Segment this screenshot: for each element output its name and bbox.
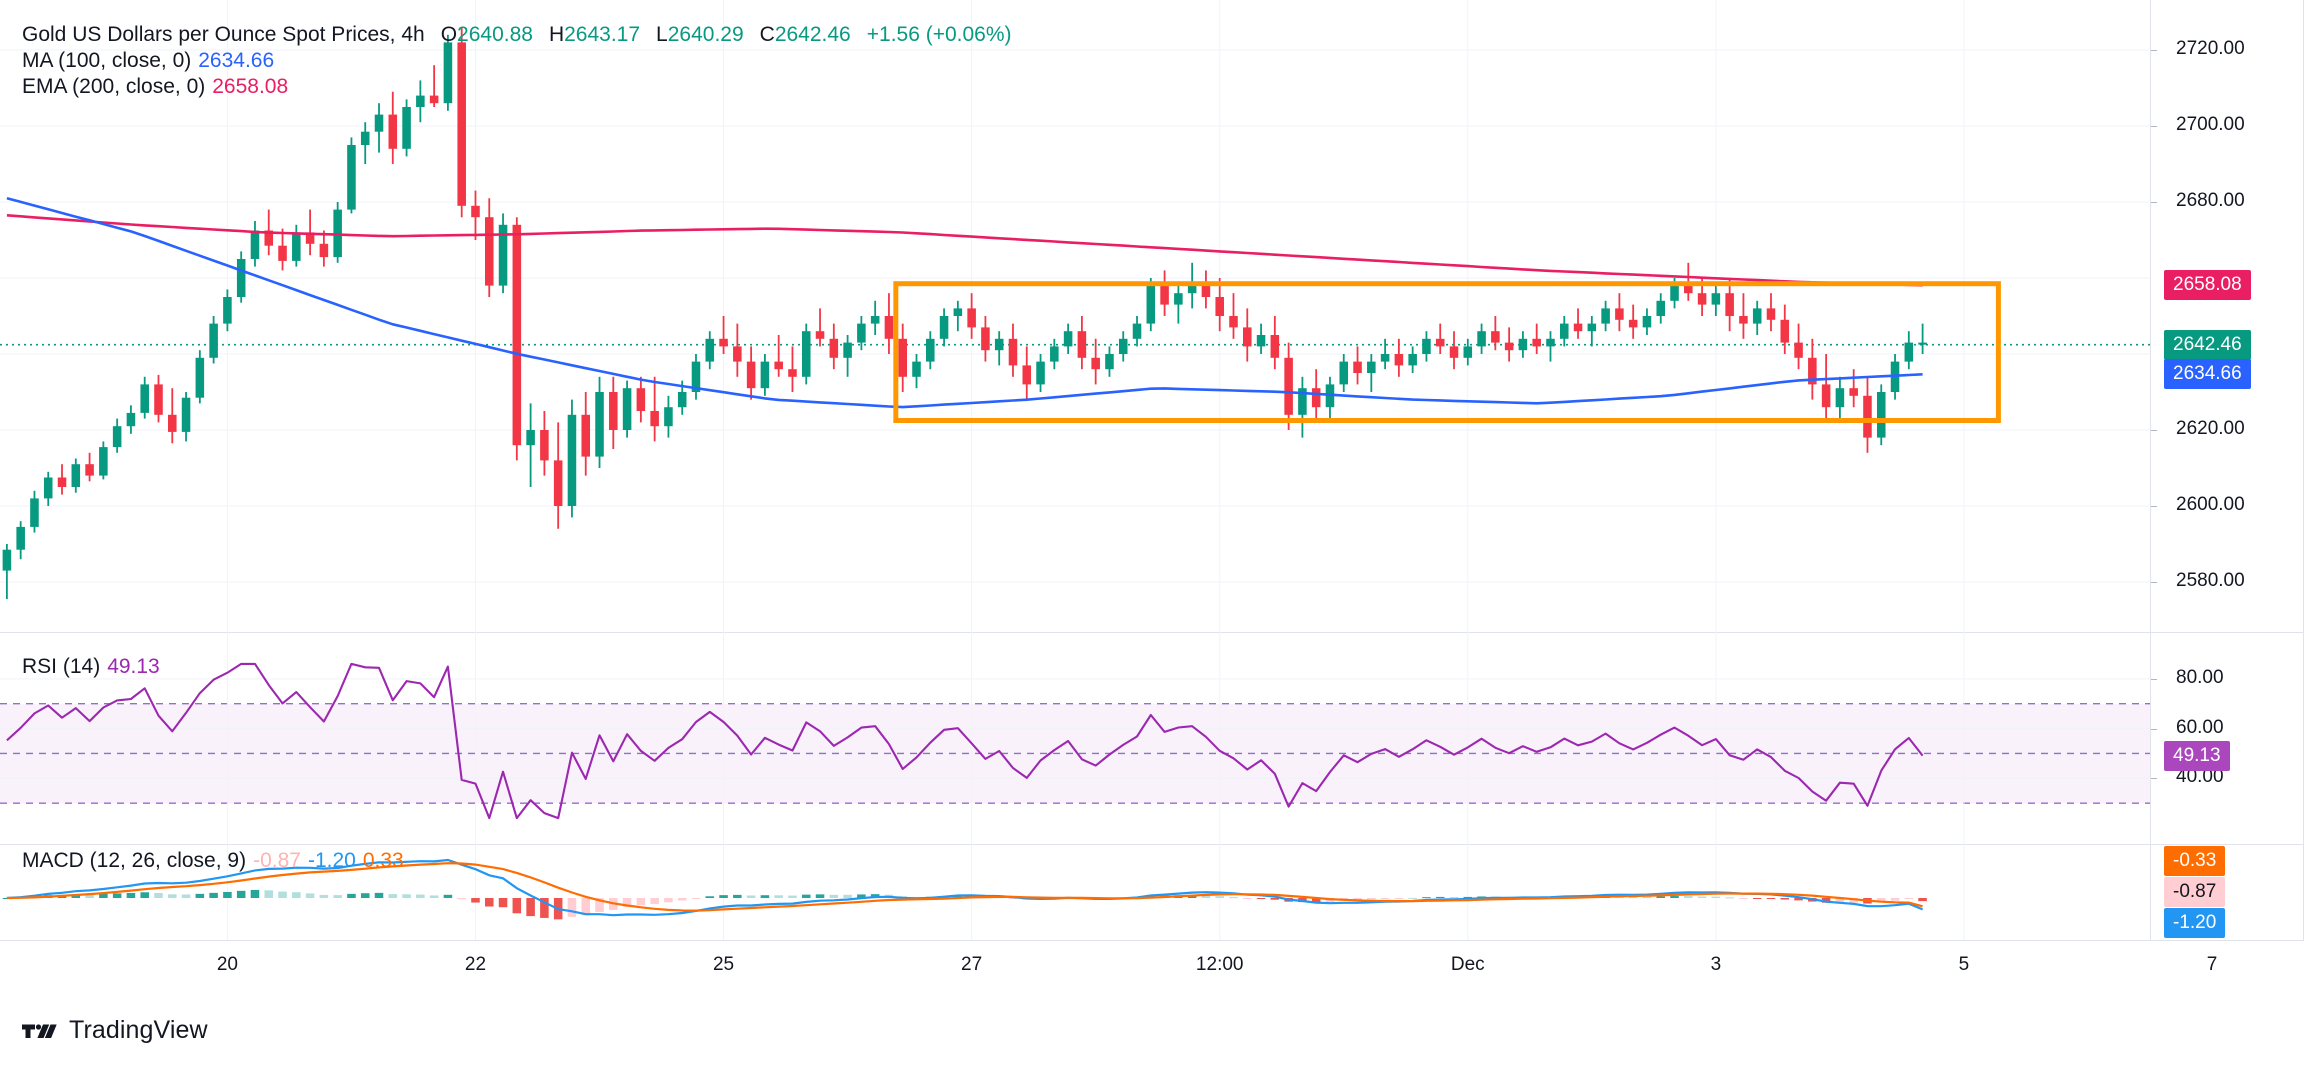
price-axis-tick [2150,506,2157,507]
price-axis-label: 2600.00 [2176,494,2245,515]
chart-footer: TradingView [0,1000,2304,1066]
macd-plot-area[interactable] [0,844,2150,940]
time-axis-label: 20 [216,954,238,975]
macd-axis-badge[interactable]: -0.33 [2164,846,2226,876]
macd-pane[interactable]: MACD (12, 26, close, 9) -0.87 -1.20 0.33… [0,844,2304,940]
time-axis-label: 5 [1958,954,1970,975]
price-axis-label: 2580.00 [2176,570,2245,591]
time-axis-label: 27 [961,954,983,975]
tradingview-wordmark: TradingView [69,1016,208,1044]
price-axis-tick [2150,430,2157,431]
axis-divider [2150,0,2151,940]
price-axis-label: 2620.00 [2176,418,2245,439]
macd-axis[interactable]: -0.33 -0.87 -1.20 [2150,844,2304,940]
rsi-axis-label: 80.00 [2176,666,2224,688]
tradingview-logo[interactable]: TradingView [22,1016,208,1045]
time-axis-label: Dec [1450,954,1485,975]
price-axis[interactable]: 2720.00 2700.00 2680.00 2620.00 2600.00 2580.… [2150,0,2304,632]
time-axis-label: 22 [464,954,487,975]
ema-price-badge[interactable]: 2658.08 [2164,270,2251,301]
rsi-axis-label: 60.00 [2176,716,2224,738]
time-axis-divider [0,940,2304,941]
time-axis-label: 7 [2206,954,2218,975]
ma-price-badge[interactable]: 2634.66 [2164,359,2251,390]
time-axis-label: 3 [1710,954,1722,975]
price-plot-area[interactable] [0,0,2150,632]
pane-divider-macd [0,844,2304,845]
tradingview-mark-icon [22,1023,57,1038]
price-axis-tick [2150,582,2157,583]
pane-divider-rsi [0,632,2304,633]
price-axis-label: 2680.00 [2176,190,2245,211]
rsi-value-badge[interactable]: 49.13 [2164,740,2230,771]
rsi-axis-tick [2150,778,2157,780]
time-axis-label: 25 [712,954,735,975]
price-axis-label: 2720.00 [2176,38,2245,59]
rsi-axis-label: 40.00 [2176,766,2224,788]
rsi-axis[interactable]: 80.00 60.00 40.00 49.13 [2150,632,2304,844]
macd-axis-badge[interactable]: -0.87 [2164,877,2226,907]
rsi-axis-tick [2150,728,2157,730]
rsi-axis-tick [2150,678,2157,680]
rsi-pane[interactable]: RSI (14) 49.13 80.00 60.00 40.00 49.13 [0,632,2304,844]
rsi-plot-area[interactable] [0,632,2150,844]
price-axis-label: 2700.00 [2176,114,2245,135]
macd-axis-badge[interactable]: -1.20 [2164,908,2226,938]
last-price-badge[interactable]: 2642.46 [2164,329,2251,360]
time-axis[interactable]: 20 22 25 27 12:00 Dec 3 5 7 [0,940,2304,1000]
price-axis-tick [2150,50,2157,51]
price-pane[interactable]: Gold US Dollars per Ounce Spot Prices, 4… [0,0,2304,632]
price-axis-tick [2150,126,2157,127]
price-axis-tick [2150,202,2157,203]
time-axis-label: 12:00 [1195,954,1244,975]
